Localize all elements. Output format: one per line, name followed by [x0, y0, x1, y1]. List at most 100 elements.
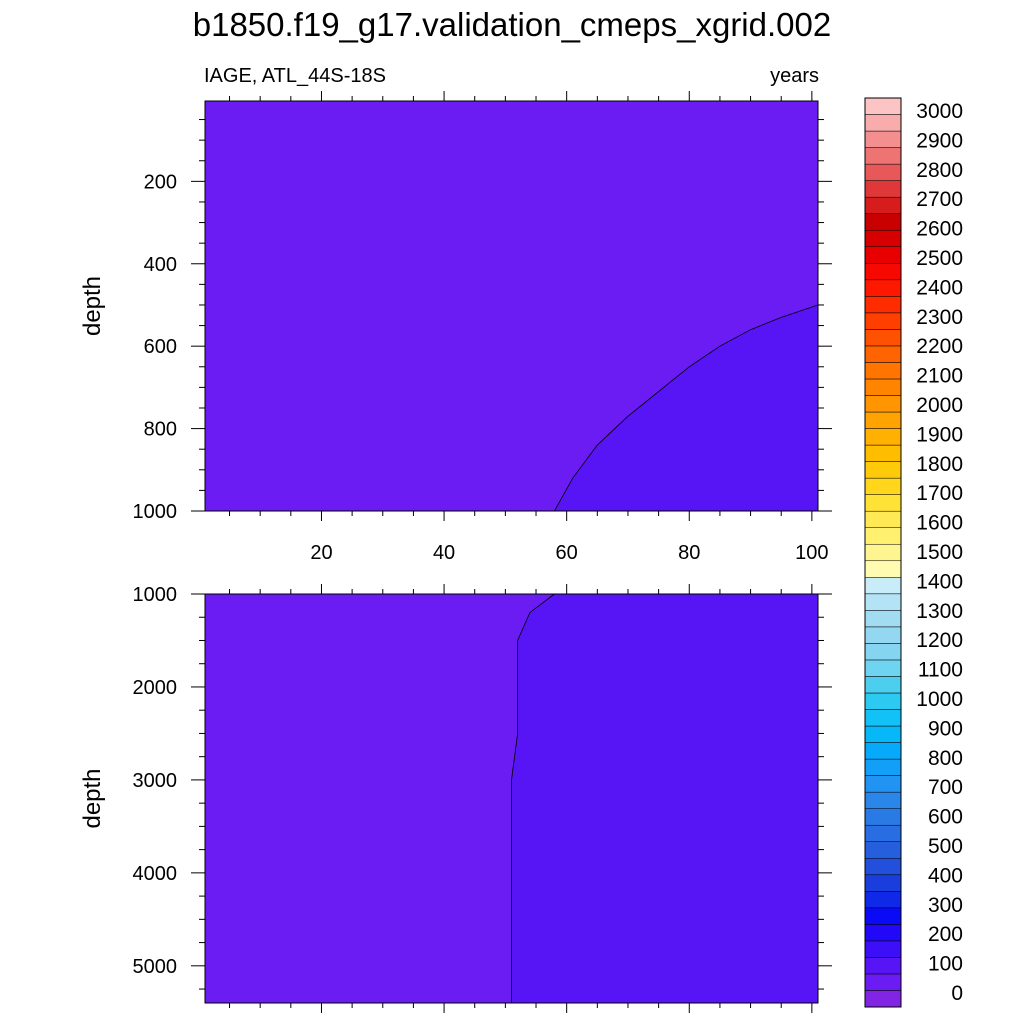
colorbar-swatch — [864, 196, 902, 214]
colorbar-swatch — [864, 874, 902, 892]
y-tick-label: 1000 — [133, 584, 178, 606]
colorbar-swatch — [864, 246, 902, 264]
y-tick-label: 2000 — [133, 677, 178, 699]
colorbar-swatch — [864, 296, 902, 314]
colorbar-swatch — [864, 891, 902, 909]
contour-line-100 — [554, 304, 819, 512]
colorbar-swatch — [864, 824, 902, 842]
colorbar-swatch — [864, 543, 902, 562]
colorbar-swatch — [864, 130, 902, 148]
x-tick-label: 100 — [795, 542, 828, 564]
region-fill-100-200 — [554, 304, 818, 511]
colorbar-label: 1800 — [916, 453, 963, 476]
colorbar-swatch — [864, 742, 902, 760]
x-tick-label: 60 — [556, 542, 578, 564]
colorbar-label: 1200 — [916, 629, 963, 652]
colorbar-swatch — [864, 643, 902, 661]
colorbar-swatch — [864, 973, 902, 991]
colorbar-swatch — [864, 791, 902, 809]
colorbar: 0 100 200 300 400 500 600 700 800 900 1000 1100 1200… — [864, 97, 963, 1008]
colorbar-label: 2100 — [916, 365, 963, 388]
colorbar-label: 1700 — [916, 482, 963, 505]
colorbar-frame — [864, 97, 902, 1008]
colorbar-swatch — [864, 940, 902, 958]
plot-frame — [204, 100, 819, 512]
x-tick-label: 40 — [433, 542, 455, 564]
colorbar-swatch — [864, 477, 902, 495]
y-tick-label: 5000 — [133, 956, 178, 978]
y-tick-label: 1000 — [133, 501, 178, 523]
colorbar-label: 2000 — [916, 394, 963, 417]
contour-line-100 — [511, 593, 555, 1003]
colorbar-swatch — [864, 97, 902, 115]
colorbar-label: 100 — [928, 953, 963, 976]
colorbar-label: 600 — [928, 806, 963, 829]
colorbar-swatch — [864, 957, 902, 975]
colorbar-swatch — [864, 428, 902, 446]
colorbar-swatch — [864, 163, 902, 181]
colorbar-label: 1400 — [916, 570, 963, 593]
lower-panel: 1000 2000 3000 4000 5000 depth — [79, 584, 832, 1013]
colorbar-label: 1500 — [916, 541, 963, 564]
y-axis-label: depth — [79, 276, 106, 336]
colorbar-swatch — [864, 725, 902, 743]
colorbar-label: 700 — [928, 776, 963, 799]
chart-title: b1850.f19_g17.validation_cmeps_xgrid.002 — [193, 6, 831, 43]
colorbar-label: 2400 — [916, 276, 963, 299]
colorbar-label: 2500 — [916, 247, 963, 270]
colorbar-swatch — [864, 411, 902, 429]
plot-frame — [204, 593, 819, 1004]
y-axis-label: depth — [79, 768, 106, 828]
colorbar-swatch — [864, 858, 902, 876]
colorbar-label: 2900 — [916, 129, 963, 152]
colorbar-label: 2600 — [916, 218, 963, 241]
colorbar-swatch — [864, 312, 902, 330]
colorbar-swatch — [864, 758, 902, 776]
x-tick-label: 20 — [310, 542, 332, 564]
colorbar-label: 1600 — [916, 512, 963, 535]
colorbar-label: 500 — [928, 835, 963, 858]
colorbar-swatch — [864, 626, 902, 644]
colorbar-swatch — [864, 444, 902, 462]
colorbar-swatch — [864, 610, 902, 628]
region-fill-100-200 — [511, 594, 818, 1003]
colorbar-swatch — [864, 345, 902, 363]
colorbar-swatch — [864, 659, 902, 677]
y-tick-label: 200 — [144, 171, 177, 193]
colorbar-swatch — [864, 180, 902, 198]
left-subtitle: IAGE, ATL_44S-18S — [204, 65, 386, 87]
colorbar-swatch — [864, 676, 902, 694]
colorbar-swatch — [864, 990, 902, 1008]
colorbar-label: 200 — [928, 923, 963, 946]
colorbar-swatch — [864, 593, 902, 611]
colorbar-label: 0 — [951, 982, 963, 1005]
y-tick-label: 4000 — [133, 863, 178, 885]
colorbar-swatch — [864, 709, 902, 727]
colorbar-label: 2200 — [916, 335, 963, 358]
y-tick-label: 400 — [144, 254, 177, 276]
colorbar-swatch — [864, 841, 902, 859]
colorbar-label: 1000 — [916, 688, 963, 711]
colorbar-label: 800 — [928, 747, 963, 770]
colorbar-label: 2800 — [916, 159, 963, 182]
colorbar-swatch — [864, 510, 902, 528]
colorbar-swatch — [864, 527, 902, 545]
colorbar-swatch — [864, 329, 902, 347]
colorbar-label: 400 — [928, 864, 963, 887]
y-tick-label: 3000 — [133, 770, 178, 792]
colorbar-label: 1900 — [916, 423, 963, 446]
colorbar-swatch — [864, 775, 902, 793]
colorbar-swatch — [864, 229, 902, 247]
y-tick-label: 600 — [144, 336, 177, 358]
colorbar-label: 2700 — [916, 188, 963, 211]
colorbar-swatch — [864, 114, 902, 132]
colorbar-swatch — [864, 494, 902, 512]
colorbar-swatch — [864, 924, 902, 942]
colorbar-swatch — [864, 907, 902, 925]
colorbar-label: 900 — [928, 717, 963, 740]
colorbar-swatch — [864, 395, 902, 413]
colorbar-label: 1300 — [916, 600, 963, 623]
colorbar-swatch — [864, 560, 902, 578]
colorbar-swatch — [864, 279, 902, 297]
